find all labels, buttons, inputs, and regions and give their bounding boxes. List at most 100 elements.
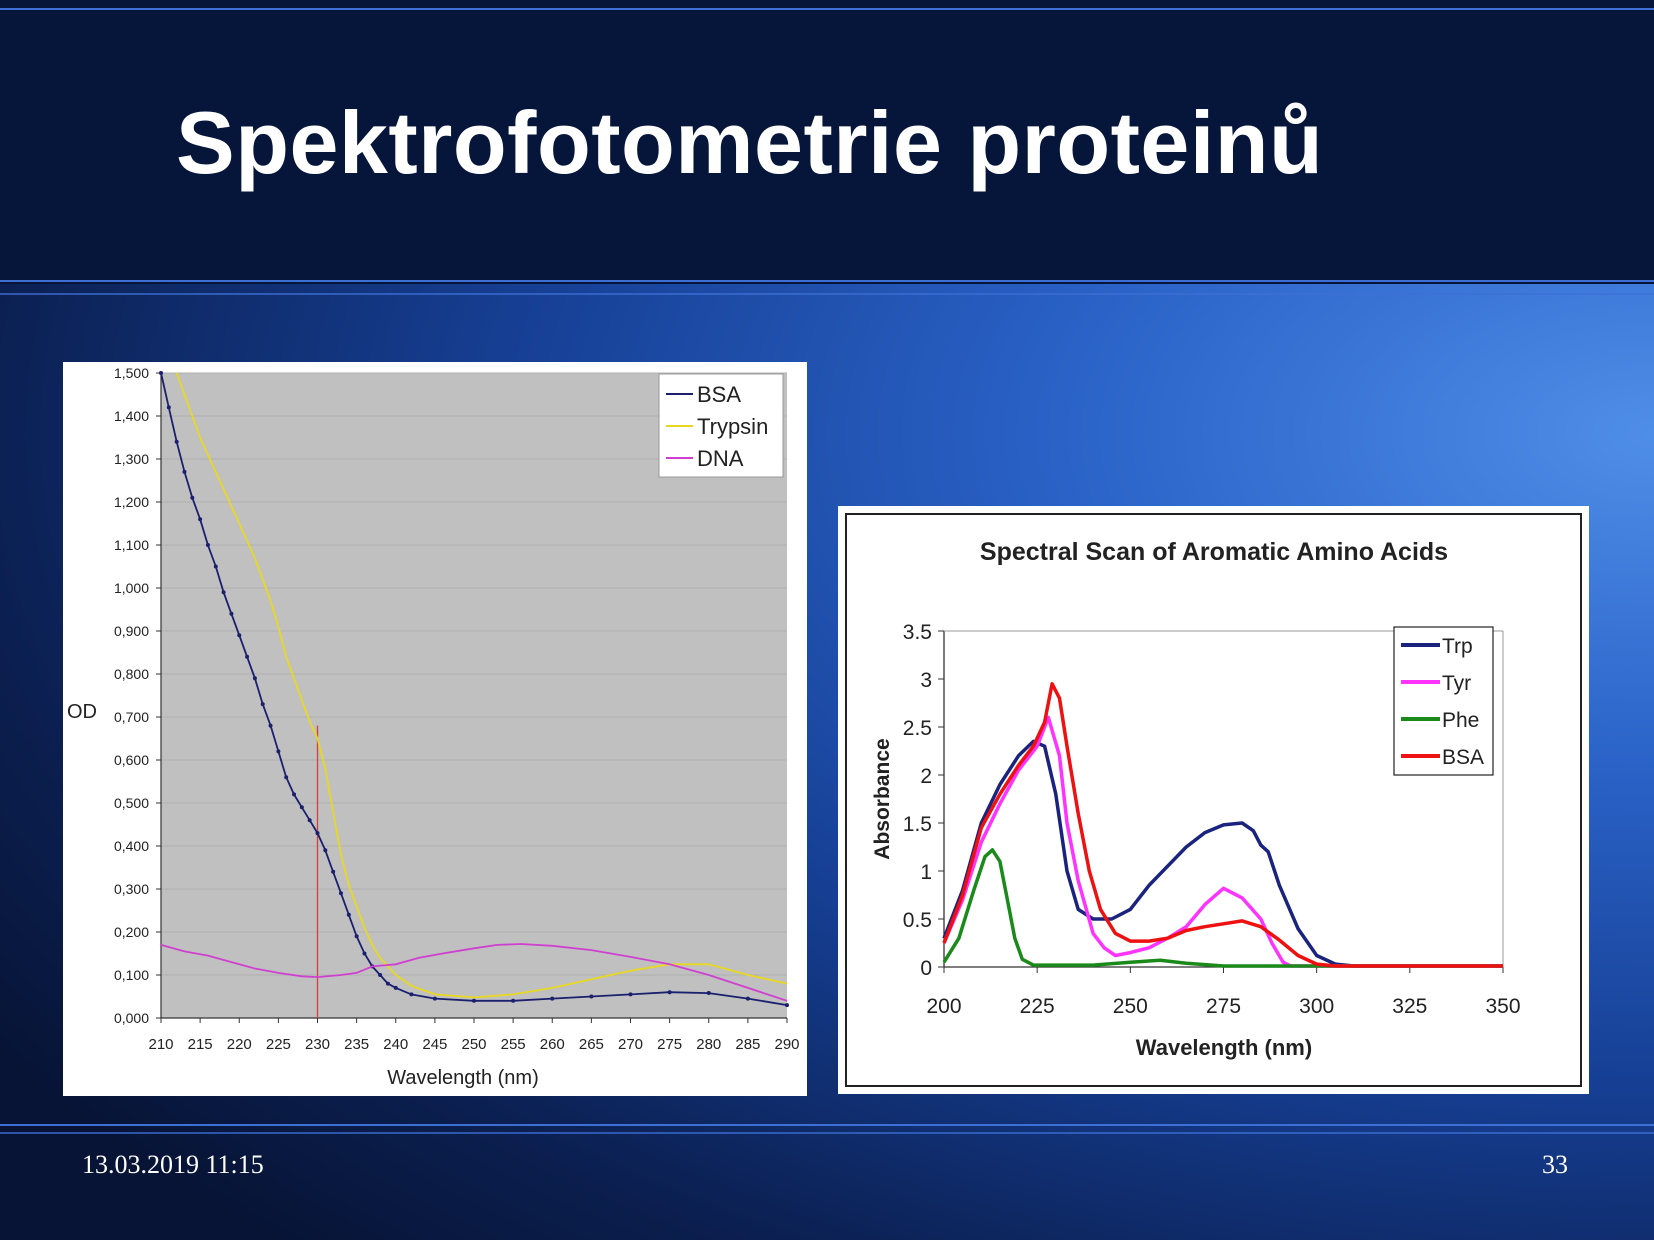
series-line-trypsin: [175, 372, 788, 999]
x-tick-label: 200: [926, 995, 961, 1018]
x-tick-label: 250: [461, 1036, 486, 1053]
y-tick-label: 0,100: [114, 967, 149, 983]
data-point-bsa: [205, 543, 210, 547]
x-tick-label: 275: [657, 1036, 682, 1053]
data-point-bsa: [550, 996, 555, 1001]
y-tick-label: 1,400: [114, 408, 149, 424]
x-tick-label: 300: [1299, 995, 1334, 1018]
y-tick-label: 0: [920, 957, 932, 980]
data-point-bsa: [221, 590, 226, 595]
slide-title: Spektrofotometrie proteinů: [176, 93, 1324, 192]
x-tick-label: 265: [579, 1036, 604, 1053]
y-tick-label: 0,600: [114, 752, 149, 768]
x-tick-label: 240: [383, 1036, 408, 1053]
legend-label-trp: Trp: [1442, 635, 1473, 658]
legend-label-trypsin: Trypsin: [697, 414, 768, 439]
data-point-bsa: [268, 723, 273, 728]
data-point-bsa: [307, 818, 312, 823]
footer-rule-upper: [0, 1124, 1654, 1126]
y-tick-label: 1,300: [114, 451, 149, 467]
data-point-bsa: [472, 998, 476, 1003]
amino-acid-chart: Spectral Scan of Aromatic Amino Acids 0 0.…: [845, 513, 1582, 1087]
chart2-title: Spectral Scan of Aromatic Amino Acids: [980, 538, 1448, 566]
data-point-bsa: [667, 990, 672, 995]
data-point-bsa: [190, 495, 195, 500]
x-tick-label: 210: [148, 1036, 173, 1053]
data-point-bsa: [182, 469, 187, 474]
slide-date: 13.03.2019 11:15: [82, 1150, 264, 1179]
y-tick-label: 0,500: [114, 795, 149, 811]
data-point-bsa: [511, 998, 516, 1003]
data-point-bsa: [237, 633, 242, 638]
x-tick-label: 325: [1392, 995, 1427, 1018]
data-point-bsa: [213, 564, 218, 569]
y-tick-label: 0,800: [114, 666, 149, 682]
data-point-bsa: [276, 749, 281, 754]
legend-label-dna: DNA: [697, 446, 744, 471]
y-tick-label: 1: [920, 861, 932, 884]
data-point-bsa: [589, 994, 594, 999]
amino-acid-chart-panel: Spectral Scan of Aromatic Amino Acids 0 0.…: [838, 506, 1589, 1094]
plot-area: [161, 373, 787, 1018]
data-point-bsa: [628, 992, 633, 997]
chart1-legend: BSA Trypsin DNA: [658, 373, 784, 478]
data-point-bsa: [174, 439, 179, 444]
data-point-bsa: [252, 676, 257, 681]
series-line-tyr: [942, 715, 1503, 968]
data-point-bsa: [362, 951, 367, 956]
legend-box: [1393, 626, 1494, 776]
x-tick-label: 275: [1206, 995, 1241, 1018]
x-tick-label: 280: [696, 1036, 721, 1053]
data-point-bsa: [331, 869, 336, 874]
y-tick-label: 1,000: [114, 580, 149, 596]
data-point-bsa: [409, 992, 414, 997]
y-tick-label: 1,500: [114, 365, 149, 381]
data-point-bsa: [785, 1003, 789, 1008]
x-tick-label: 220: [227, 1036, 252, 1053]
x-tick-label: 245: [422, 1036, 447, 1053]
y-tick-label: 1,200: [114, 494, 149, 510]
data-point-bsa: [292, 792, 297, 797]
data-point-bsa: [385, 981, 390, 986]
od-chart-panel: 0,000 0,100 0,200 0,300 0,400 0,500 0,600 0,700…: [63, 362, 807, 1096]
x-axis-label: Wavelength (nm): [1136, 1035, 1312, 1060]
y-tick-label: 3.5: [903, 621, 932, 644]
data-point-bsa: [706, 991, 711, 996]
data-point-bsa: [378, 973, 383, 977]
data-point-bsa: [284, 775, 289, 780]
data-point-bsa: [260, 702, 265, 707]
legend-label-bsa: BSA: [1442, 746, 1484, 769]
x-tick-label: 250: [1113, 995, 1148, 1018]
data-point-bsa: [745, 996, 750, 1001]
y-tick-label: 0,200: [114, 924, 149, 940]
series-line-phe: [942, 848, 1503, 968]
data-point-bsa: [245, 654, 250, 659]
data-point-bsa: [299, 805, 304, 810]
x-tick-label: 260: [540, 1036, 565, 1053]
y-tick-label: 1.5: [903, 813, 932, 836]
legend-label-tyr: Tyr: [1442, 672, 1471, 695]
y-axis-label: OD: [67, 701, 97, 723]
x-tick-label: 255: [501, 1036, 526, 1053]
x-tick-label: 350: [1485, 995, 1520, 1018]
series-line-dna: [160, 943, 788, 1002]
data-point-bsa: [346, 912, 351, 917]
data-point-bsa: [229, 611, 234, 616]
data-point-bsa: [354, 934, 359, 939]
y-tick-label: 0.5: [903, 909, 932, 932]
y-tick-label: 2.5: [903, 717, 932, 740]
y-tick-label: 0,700: [114, 709, 149, 725]
y-tick-label: 0,400: [114, 838, 149, 854]
x-tick-label: 285: [735, 1036, 760, 1053]
series-line-bsa: [160, 372, 788, 1006]
x-tick-label: 215: [188, 1036, 213, 1053]
data-point-bsa: [432, 996, 437, 1001]
title-bar: [0, 0, 1654, 284]
legend-label-bsa: BSA: [697, 382, 741, 407]
series-line-trp: [942, 739, 1503, 968]
footer-rule-lower: [0, 1132, 1654, 1134]
data-point-bsa: [323, 848, 328, 853]
x-tick-label: 270: [618, 1036, 643, 1053]
data-point-bsa: [166, 405, 171, 410]
data-point-bsa: [338, 891, 343, 896]
